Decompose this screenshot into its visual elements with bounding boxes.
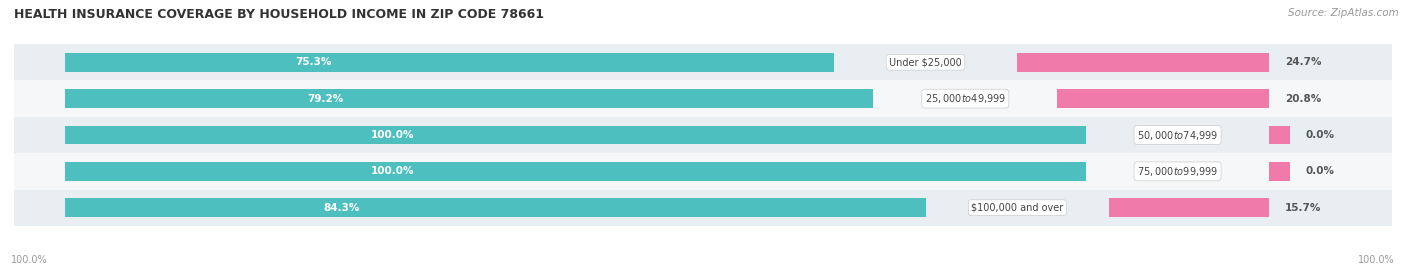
Bar bbox=[1018, 53, 1270, 72]
Text: 0.0%: 0.0% bbox=[1305, 166, 1334, 176]
Text: 24.7%: 24.7% bbox=[1285, 57, 1322, 67]
Text: $25,000 to $49,999: $25,000 to $49,999 bbox=[925, 92, 1005, 105]
Text: 100.0%: 100.0% bbox=[11, 255, 48, 265]
Bar bbox=[1057, 89, 1270, 108]
Text: 100.0%: 100.0% bbox=[371, 166, 415, 176]
Text: 75.3%: 75.3% bbox=[295, 57, 332, 67]
Bar bbox=[65, 198, 925, 217]
Bar bbox=[1270, 126, 1289, 144]
Bar bbox=[65, 53, 834, 72]
Bar bbox=[14, 44, 1392, 80]
Bar bbox=[65, 162, 1085, 181]
Bar bbox=[65, 89, 873, 108]
Bar bbox=[14, 190, 1392, 226]
Bar bbox=[1270, 162, 1289, 181]
Text: 20.8%: 20.8% bbox=[1285, 94, 1322, 104]
Text: 15.7%: 15.7% bbox=[1285, 203, 1322, 213]
Bar bbox=[1109, 198, 1270, 217]
Text: 0.0%: 0.0% bbox=[1305, 130, 1334, 140]
Text: $75,000 to $99,999: $75,000 to $99,999 bbox=[1137, 165, 1218, 178]
Bar bbox=[14, 153, 1392, 190]
Text: 100.0%: 100.0% bbox=[1358, 255, 1395, 265]
Bar bbox=[65, 126, 1085, 144]
Text: 100.0%: 100.0% bbox=[371, 130, 415, 140]
Text: $100,000 and over: $100,000 and over bbox=[972, 203, 1063, 213]
Text: HEALTH INSURANCE COVERAGE BY HOUSEHOLD INCOME IN ZIP CODE 78661: HEALTH INSURANCE COVERAGE BY HOUSEHOLD I… bbox=[14, 8, 544, 21]
Text: Under $25,000: Under $25,000 bbox=[889, 57, 962, 67]
Text: $50,000 to $74,999: $50,000 to $74,999 bbox=[1137, 129, 1218, 141]
Bar bbox=[14, 117, 1392, 153]
Text: 84.3%: 84.3% bbox=[323, 203, 360, 213]
Text: Source: ZipAtlas.com: Source: ZipAtlas.com bbox=[1288, 8, 1399, 18]
Bar bbox=[14, 80, 1392, 117]
Text: 79.2%: 79.2% bbox=[308, 94, 344, 104]
